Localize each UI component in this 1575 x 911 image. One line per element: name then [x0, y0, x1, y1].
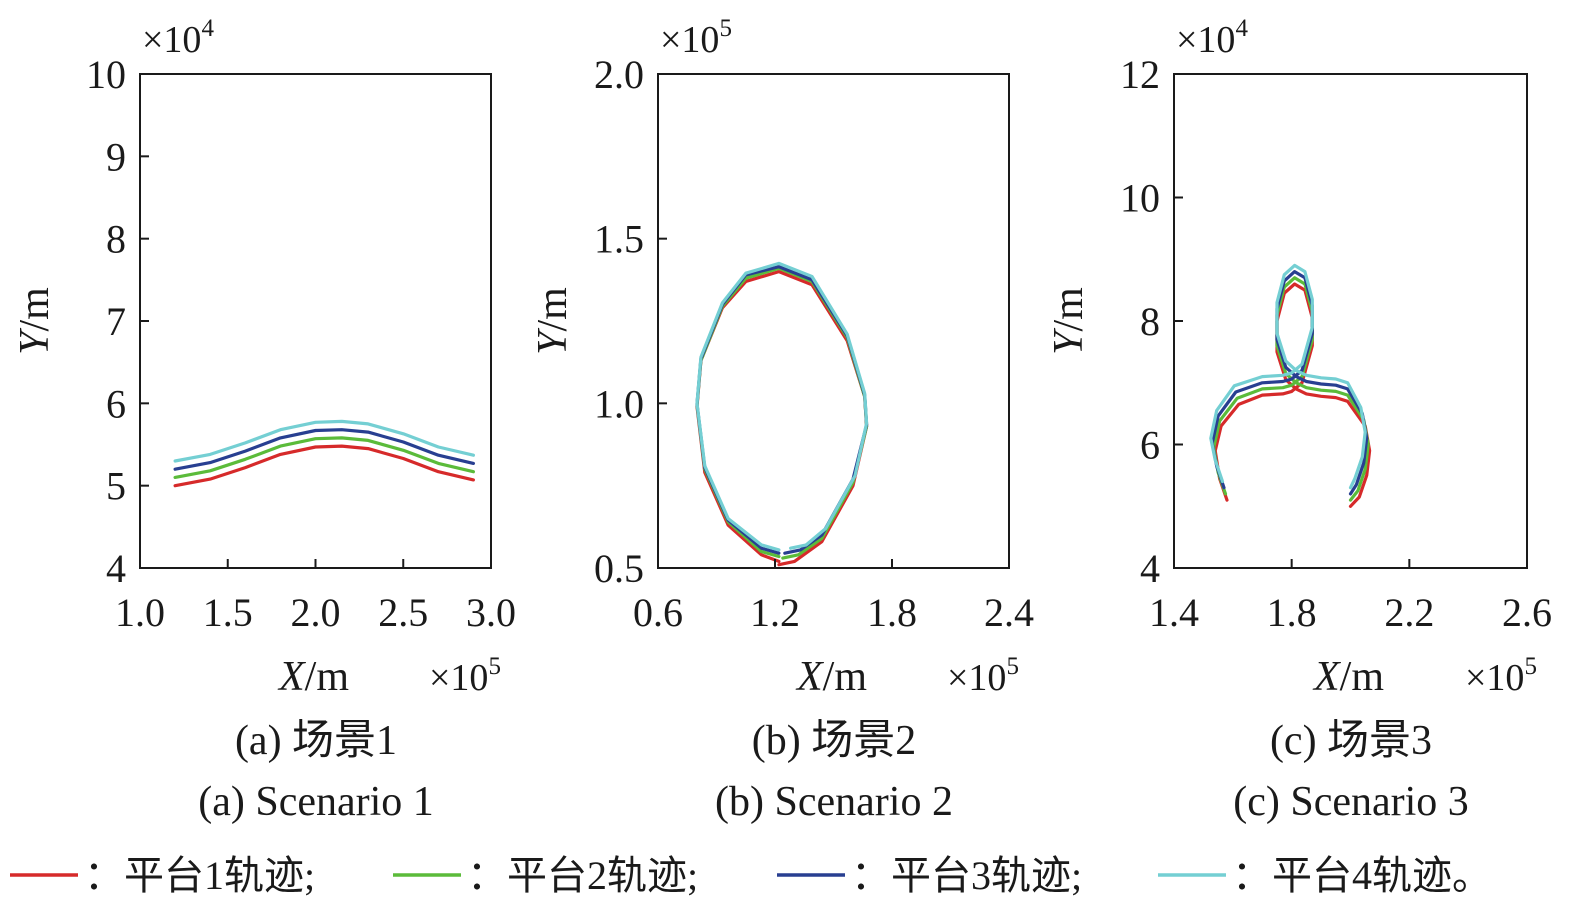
y-multiplier: ×104 — [142, 15, 214, 61]
y-tick-label: 2.0 — [594, 52, 644, 97]
y-tick-label: 1.5 — [594, 217, 644, 262]
y-tick-label: 9 — [106, 134, 126, 179]
caption-en: (c) Scenario 3 — [1233, 779, 1469, 825]
x-multiplier: ×105 — [947, 653, 1019, 699]
y-tick-label: 5 — [106, 464, 126, 509]
x-axis-label-var: X — [795, 654, 825, 700]
x-multiplier: ×105 — [1465, 653, 1537, 699]
y-tick-label: 0.5 — [594, 546, 644, 591]
y-tick-label: 10 — [1120, 176, 1160, 221]
caption-en: (b) Scenario 2 — [715, 779, 953, 825]
x-tick-label: 1.5 — [203, 590, 253, 635]
panel-a: 1.0 1.5 2.0 2.5 3.045678910×104×105X/mY/m(a)… — [12, 15, 516, 825]
x-multiplier-base: ×10 — [429, 657, 488, 699]
legend-label-1: ：平台1轨迹; — [84, 853, 315, 898]
y-multiplier-base: ×10 — [142, 19, 201, 61]
x-tick-label: 2.5 — [378, 590, 428, 635]
x-tick-label: 1.4 — [1149, 590, 1199, 635]
y-multiplier-exponent: 4 — [201, 15, 214, 42]
series-line-4 — [173, 419, 475, 463]
x-multiplier-base: ×10 — [947, 657, 1006, 699]
y-tick-label: 6 — [106, 381, 126, 426]
series-line-3 — [173, 428, 475, 471]
y-multiplier-base: ×10 — [660, 19, 719, 61]
series-line-2 — [173, 436, 475, 479]
legend-label-4: ：平台4轨迹。 — [1232, 853, 1492, 898]
x-tick-label: 1.0 — [115, 590, 165, 635]
x-tick-label: 1.8 — [1267, 590, 1317, 635]
y-tick-label: 6 — [1140, 423, 1160, 468]
x-axis-label: X/m — [1312, 654, 1384, 700]
x-tick-label: 1.2 — [750, 590, 800, 635]
y-axis-label: Y/m — [1046, 287, 1092, 355]
x-multiplier-base: ×10 — [1465, 657, 1524, 699]
x-axis-label-unit: /m — [823, 654, 868, 700]
y-tick-label: 12 — [1120, 52, 1160, 97]
series-line-4 — [695, 261, 869, 552]
legend-label-2: ：平台2轨迹; — [467, 853, 698, 898]
x-tick-label: 0.6 — [633, 590, 683, 635]
y-multiplier-exponent: 5 — [719, 15, 732, 42]
y-tick-label: 7 — [106, 299, 126, 344]
x-tick-label: 2.0 — [291, 590, 341, 635]
caption-cn: (b) 场景2 — [752, 718, 916, 764]
legend: ：平台1轨迹; ：平台2轨迹; ：平台3轨迹; ：平台4轨迹。 — [10, 853, 1492, 898]
y-axis-label: Y/m — [530, 287, 576, 355]
panel-b: 0.6 1.2 1.8 2.40.51.01.52.0×105×105X/mY/m(b… — [530, 15, 1034, 825]
y-axis-label-unit: /m — [1046, 287, 1092, 332]
y-tick-label: 8 — [106, 217, 126, 262]
x-axis-label-unit: /m — [305, 654, 350, 700]
y-multiplier-base: ×10 — [1176, 19, 1235, 61]
x-multiplier-exponent: 5 — [488, 653, 501, 680]
y-axis-label: Y/m — [12, 287, 58, 355]
y-tick-label: 1.0 — [594, 381, 644, 426]
x-tick-label: 3.0 — [466, 590, 516, 635]
x-axis-label-unit: /m — [1340, 654, 1385, 700]
series-line-1 — [695, 270, 869, 567]
y-axis-label-unit: /m — [12, 287, 58, 332]
y-multiplier: ×105 — [660, 15, 732, 61]
plot-frame — [657, 73, 1010, 569]
x-multiplier-exponent: 5 — [1524, 653, 1537, 680]
y-axis-label-var: Y — [1046, 327, 1092, 355]
y-multiplier-exponent: 4 — [1235, 15, 1248, 42]
y-multiplier: ×104 — [1176, 15, 1248, 61]
y-axis-label-var: Y — [12, 327, 58, 355]
y-tick-label: 4 — [106, 546, 126, 591]
x-tick-label: 2.4 — [984, 590, 1034, 635]
x-axis-label: X/m — [277, 654, 349, 700]
caption-cn: (a) 场景1 — [235, 718, 397, 764]
x-multiplier: ×105 — [429, 653, 501, 699]
caption-en: (a) Scenario 1 — [198, 779, 434, 825]
y-axis-label-var: Y — [530, 327, 576, 355]
series-line-4 — [1209, 263, 1367, 490]
y-tick-label: 4 — [1140, 546, 1160, 591]
plot-frame — [139, 73, 492, 569]
caption-cn: (c) 场景3 — [1270, 718, 1432, 764]
x-tick-label: 1.8 — [867, 590, 917, 635]
x-tick-label: 2.2 — [1384, 590, 1434, 635]
x-axis-label-var: X — [277, 654, 307, 700]
y-tick-label: 8 — [1140, 299, 1160, 344]
x-axis-label: X/m — [795, 654, 867, 700]
legend-label-3: ：平台3轨迹; — [851, 853, 1082, 898]
y-tick-label: 10 — [86, 52, 126, 97]
x-multiplier-exponent: 5 — [1006, 653, 1019, 680]
x-axis-label-var: X — [1312, 654, 1342, 700]
series-line-1 — [173, 444, 475, 488]
x-tick-label: 2.6 — [1502, 590, 1552, 635]
y-axis-label-unit: /m — [530, 287, 576, 332]
